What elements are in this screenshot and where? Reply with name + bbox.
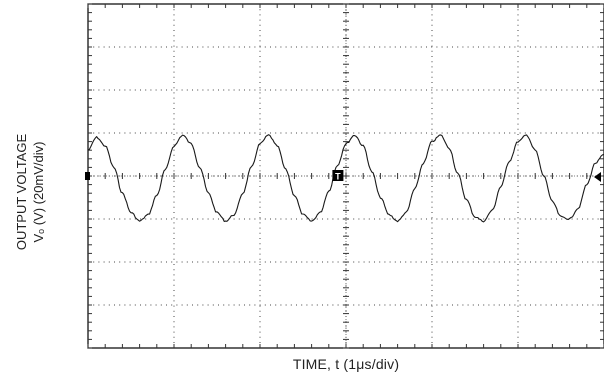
x-axis-label: TIME, t (1μs/div) [292, 356, 400, 372]
trigger-marker [332, 170, 344, 181]
y-axis-label-line1: OUTPUT VOLTAGE [14, 133, 29, 251]
trace-layer [87, 134, 604, 223]
y-axis-label-line2: Vₒ (V) (20mV/div) [31, 141, 46, 243]
trigger-level-arrow [594, 172, 601, 182]
y-axis-label: OUTPUT VOLTAGE Vₒ (V) (20mV/div) [13, 42, 47, 342]
grid [87, 3, 604, 349]
ground-level-marker [85, 172, 90, 180]
series-trace [87, 134, 604, 223]
trigger-marker-label: T [335, 172, 341, 182]
marker-layer: T [85, 170, 601, 182]
